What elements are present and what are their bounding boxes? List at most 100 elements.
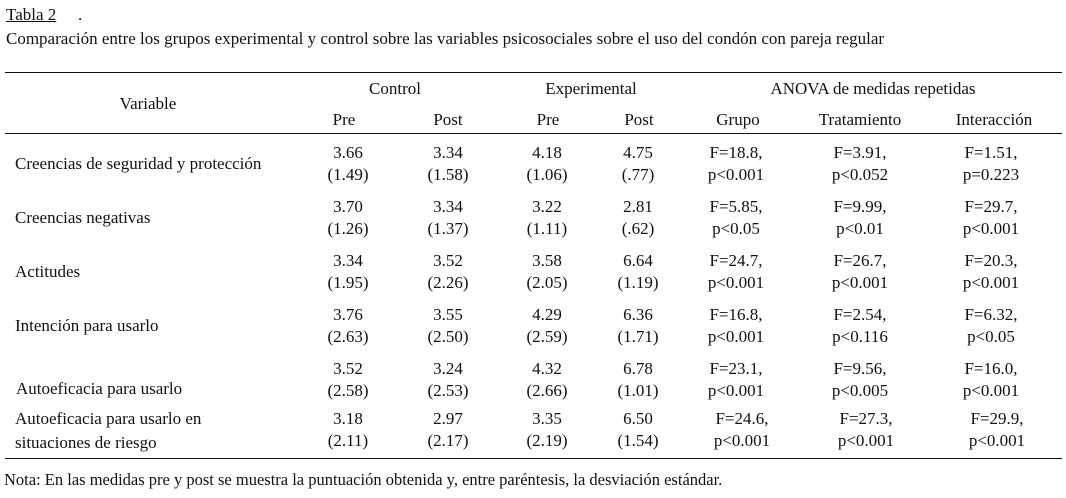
interaccion-p-value: p<0.001 bbox=[962, 381, 1020, 400]
exp-post-mean: 2.81 bbox=[623, 197, 653, 216]
control-post-sd: (1.58) bbox=[427, 165, 469, 184]
grupo-p-value: p<0.001 bbox=[707, 327, 765, 346]
tratamiento-f-stat: F=9.56, bbox=[833, 359, 887, 378]
interaccion-p-value: p<0.001 bbox=[968, 431, 1026, 450]
header-anova-grupo: Grupo bbox=[716, 110, 760, 129]
tratamiento-f-stat: F=2.54, bbox=[833, 305, 887, 324]
grupo-f-stat: F=18.8, bbox=[709, 143, 763, 162]
row-variable-label: Creencias negativas bbox=[15, 208, 151, 227]
exp-pre-mean: 4.18 bbox=[532, 143, 562, 162]
tratamiento-f-stat: F=9.99, bbox=[833, 197, 887, 216]
exp-pre-sd: (2.05) bbox=[526, 273, 568, 292]
header-control-pre: Pre bbox=[332, 110, 356, 129]
tratamiento-p-value: p<0.01 bbox=[836, 219, 884, 238]
control-post-mean: 3.34 bbox=[433, 143, 463, 162]
exp-pre-sd: (1.11) bbox=[526, 219, 568, 238]
interaccion-f-stat: F=1.51, bbox=[964, 143, 1018, 162]
control-post-mean: 3.55 bbox=[433, 305, 463, 324]
tratamiento-p-value: p<0.005 bbox=[831, 381, 889, 400]
control-post-sd: (1.37) bbox=[427, 219, 469, 238]
interaccion-f-stat: F=29.7, bbox=[964, 197, 1018, 216]
grupo-f-stat: F=24.7, bbox=[709, 251, 763, 270]
row-variable-label: Intención para usarlo bbox=[15, 316, 159, 335]
interaccion-p-value: p<0.001 bbox=[962, 273, 1020, 292]
control-pre-sd: (2.58) bbox=[327, 381, 369, 400]
exp-post-sd: (.62) bbox=[621, 219, 655, 238]
row-variable-label: Actitudes bbox=[15, 262, 81, 281]
exp-pre-mean: 4.29 bbox=[532, 305, 562, 324]
control-post-mean: 3.24 bbox=[433, 359, 463, 378]
control-pre-sd: (1.95) bbox=[327, 273, 369, 292]
control-post-sd: (2.53) bbox=[427, 381, 469, 400]
control-pre-mean: 3.70 bbox=[333, 197, 363, 216]
bottom-rule bbox=[5, 458, 1062, 459]
exp-post-sd: (1.71) bbox=[617, 327, 659, 346]
control-pre-mean: 3.34 bbox=[333, 251, 363, 270]
row-variable-label: Autoeficacia para usarlo bbox=[16, 379, 183, 398]
grupo-p-value: p<0.001 bbox=[707, 165, 765, 184]
control-post-mean: 2.97 bbox=[433, 409, 463, 428]
control-pre-mean: 3.52 bbox=[333, 359, 363, 378]
exp-pre-mean: 3.35 bbox=[532, 409, 562, 428]
control-pre-sd: (2.11) bbox=[327, 431, 369, 450]
header-exp-post: Post bbox=[624, 110, 654, 129]
interaccion-f-stat: F=6.32, bbox=[964, 305, 1018, 324]
exp-pre-sd: (2.19) bbox=[526, 431, 568, 450]
exp-pre-sd: (2.59) bbox=[526, 327, 568, 346]
header-rule bbox=[5, 133, 1062, 134]
interaccion-p-value: p=0.223 bbox=[962, 165, 1020, 184]
header-group-control: Control bbox=[369, 79, 421, 98]
grupo-f-stat: F=24.6, bbox=[715, 409, 769, 428]
tratamiento-f-stat: F=3.91, bbox=[833, 143, 887, 162]
row-variable-label: situaciones de riesgo bbox=[15, 433, 157, 452]
row-variable-label: Creencias de seguridad y protección bbox=[15, 154, 262, 173]
interaccion-f-stat: F=16.0, bbox=[964, 359, 1018, 378]
grupo-p-value: p<0.001 bbox=[707, 381, 765, 400]
exp-post-sd: (1.19) bbox=[617, 273, 659, 292]
exp-post-mean: 6.50 bbox=[623, 409, 653, 428]
interaccion-f-stat: F=20.3, bbox=[964, 251, 1018, 270]
control-post-sd: (2.26) bbox=[427, 273, 469, 292]
header-group-experimental: Experimental bbox=[545, 79, 637, 98]
exp-pre-sd: (1.06) bbox=[526, 165, 568, 184]
control-pre-sd: (2.63) bbox=[327, 327, 369, 346]
grupo-p-value: p<0.05 bbox=[712, 219, 760, 238]
tratamiento-p-value: p<0.116 bbox=[832, 327, 888, 346]
exp-post-mean: 6.36 bbox=[623, 305, 653, 324]
control-pre-mean: 3.76 bbox=[333, 305, 363, 324]
control-pre-mean: 3.18 bbox=[333, 409, 363, 428]
interaccion-p-value: p<0.001 bbox=[962, 219, 1020, 238]
grupo-p-value: p<0.001 bbox=[713, 431, 771, 450]
table-title: Comparación entre los grupos experimenta… bbox=[6, 29, 885, 48]
exp-pre-mean: 3.58 bbox=[532, 251, 562, 270]
interaccion-f-stat: F=29.9, bbox=[970, 409, 1024, 428]
exp-post-sd: (1.54) bbox=[617, 431, 659, 450]
control-pre-sd: (1.49) bbox=[327, 165, 369, 184]
header-exp-pre: Pre bbox=[536, 110, 560, 129]
grupo-p-value: p<0.001 bbox=[707, 273, 765, 292]
tratamiento-p-value: p<0.052 bbox=[831, 165, 889, 184]
exp-post-sd: (1.01) bbox=[617, 381, 659, 400]
header-anova-tratamiento: Tratamiento bbox=[818, 110, 902, 129]
control-pre-mean: 3.66 bbox=[333, 143, 363, 162]
control-post-mean: 3.34 bbox=[433, 197, 463, 216]
exp-pre-mean: 4.32 bbox=[532, 359, 562, 378]
tratamiento-f-stat: F=27.3, bbox=[839, 409, 893, 428]
header-group-anova: ANOVA de medidas repetidas bbox=[770, 79, 976, 98]
table-number: Tabla 2 bbox=[6, 5, 57, 24]
interaccion-p-value: p<0.05 bbox=[967, 327, 1015, 346]
control-pre-sd: (1.26) bbox=[327, 219, 369, 238]
grupo-f-stat: F=5.85, bbox=[709, 197, 763, 216]
row-variable-label: Autoeficacia para usarlo en bbox=[15, 409, 202, 428]
header-variable: Variable bbox=[119, 94, 177, 113]
exp-post-mean: 6.64 bbox=[623, 251, 653, 270]
grupo-f-stat: F=16.8, bbox=[709, 305, 763, 324]
control-post-mean: 3.52 bbox=[433, 251, 463, 270]
top-rule bbox=[5, 72, 1062, 73]
exp-pre-mean: 3.22 bbox=[532, 197, 562, 216]
exp-post-mean: 6.78 bbox=[623, 359, 653, 378]
control-post-sd: (2.17) bbox=[427, 431, 469, 450]
header-control-post: Post bbox=[433, 110, 463, 129]
tratamiento-f-stat: F=26.7, bbox=[833, 251, 887, 270]
header-anova-interaccion: Interacción bbox=[955, 110, 1033, 129]
